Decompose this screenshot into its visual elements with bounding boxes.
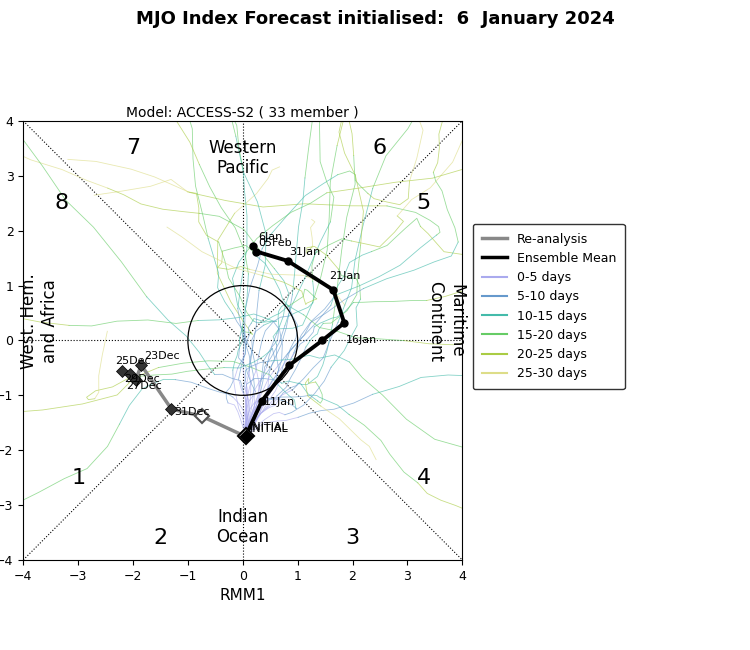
Text: Indian
Ocean: Indian Ocean — [216, 508, 269, 547]
Text: INITIAL: INITIAL — [250, 422, 289, 432]
Text: 31Dec: 31Dec — [174, 408, 210, 417]
Text: 21Jan: 21Jan — [329, 271, 361, 281]
Text: 16Jan: 16Jan — [346, 335, 377, 345]
Text: 3: 3 — [346, 528, 359, 548]
Text: 4: 4 — [417, 467, 431, 488]
Text: Maritime
Continent: Maritime Continent — [427, 281, 465, 362]
Text: MJO Index Forecast initialised:  6  January 2024: MJO Index Forecast initialised: 6 Januar… — [136, 10, 614, 28]
Text: 05Feb: 05Feb — [258, 239, 292, 248]
Text: 6Jan: 6Jan — [258, 231, 283, 242]
Text: 8: 8 — [55, 193, 69, 213]
Text: 2: 2 — [154, 528, 167, 548]
Text: 29Dec: 29Dec — [124, 374, 160, 384]
Title: Model: ACCESS-S2 ( 33 member ): Model: ACCESS-S2 ( 33 member ) — [127, 106, 359, 120]
Text: 25Dec: 25Dec — [116, 356, 151, 366]
Text: 11Jan: 11Jan — [263, 397, 295, 408]
Text: 31Jan: 31Jan — [290, 247, 321, 257]
Text: 6: 6 — [373, 138, 387, 159]
X-axis label: RMM1: RMM1 — [220, 588, 266, 603]
Text: 1: 1 — [71, 467, 86, 488]
Text: Western
Pacific: Western Pacific — [209, 138, 277, 177]
Text: 5: 5 — [417, 193, 431, 213]
Legend: Re-analysis, Ensemble Mean, 0-5 days, 5-10 days, 10-15 days, 15-20 days, 20-25 d: Re-analysis, Ensemble Mean, 0-5 days, 5-… — [473, 224, 625, 389]
Text: West. Hem.
and Africa: West. Hem. and Africa — [20, 274, 59, 369]
Text: 23Dec: 23Dec — [144, 351, 179, 361]
Text: 27Dec: 27Dec — [126, 381, 162, 391]
Text: 7: 7 — [126, 138, 140, 159]
Text: INITIAL: INITIAL — [250, 424, 289, 434]
